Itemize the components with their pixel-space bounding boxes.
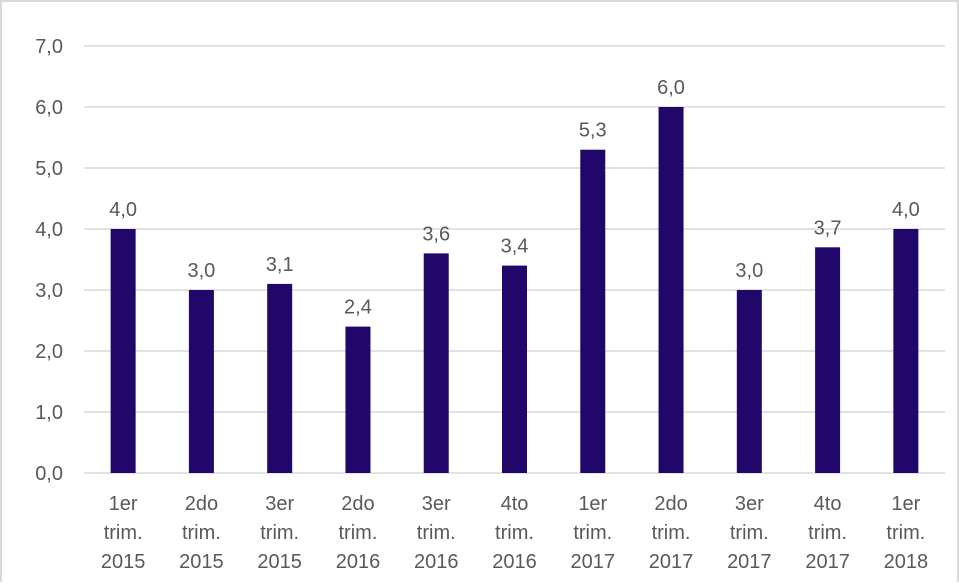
data-label: 3,4 <box>501 236 529 258</box>
x-category-label-line: 3er <box>422 493 451 515</box>
x-category-label-line: 1er <box>578 493 607 515</box>
y-tick-label: 5,0 <box>35 158 63 180</box>
bars <box>110 107 919 473</box>
x-category-label-line: 1er <box>109 493 138 515</box>
x-category-label: 1er trim. 2018 <box>884 493 929 573</box>
x-category-label: 1er trim. 2017 <box>571 493 616 573</box>
x-category-label: 3er trim. 2016 <box>414 493 459 573</box>
data-label: 4,0 <box>892 199 920 221</box>
y-tick-label: 2,0 <box>35 341 63 363</box>
data-label: 3,6 <box>422 223 450 245</box>
bar <box>815 247 841 473</box>
x-category-label-line: trim. <box>730 522 769 544</box>
data-label: 3,0 <box>735 260 763 282</box>
x-category-label: 4to trim. 2017 <box>805 493 850 573</box>
x-category-label: 2do trim. 2016 <box>336 493 381 573</box>
bar <box>423 253 449 473</box>
x-category-label-line: 2015 <box>257 551 302 573</box>
y-tick-label: 1,0 <box>35 402 63 424</box>
bar <box>658 107 684 473</box>
x-category-label-line: 2015 <box>179 551 224 573</box>
bar <box>580 149 606 473</box>
x-category-label-line: 2do <box>654 493 687 515</box>
data-label: 3,1 <box>266 254 294 276</box>
x-category-label-line: 2017 <box>727 551 772 573</box>
x-category-label-line: trim. <box>182 522 221 544</box>
x-category-label-line: trim. <box>573 522 612 544</box>
x-category-label-line: 3er <box>265 493 294 515</box>
x-category-label-line: 2do <box>341 493 374 515</box>
data-label: 3,0 <box>188 260 216 282</box>
x-category-label-line: trim. <box>808 522 847 544</box>
x-category-label-line: trim. <box>495 522 534 544</box>
x-category-label: 2do trim. 2015 <box>179 493 224 573</box>
x-category-label: 1er trim. 2015 <box>101 493 146 573</box>
x-category-label-line: 2017 <box>649 551 694 573</box>
x-axis-category-labels: 1er trim. 2015 2do trim. 2015 3er trim. 2015 2do t… <box>101 493 928 573</box>
x-category-label-line: 3er <box>735 493 764 515</box>
bar <box>736 290 762 473</box>
y-tick-label: 3,0 <box>35 280 63 302</box>
x-category-label-line: 2016 <box>414 551 459 573</box>
x-category-label-line: trim. <box>886 522 925 544</box>
x-category-label: 4to trim. 2016 <box>492 493 537 573</box>
x-category-label-line: 4to <box>501 493 529 515</box>
bar <box>345 326 371 473</box>
x-category-label: 2do trim. 2017 <box>649 493 694 573</box>
x-category-label-line: trim. <box>104 522 143 544</box>
x-category-label-line: 2017 <box>805 551 850 573</box>
x-category-label-line: 4to <box>814 493 842 515</box>
x-category-label-line: trim. <box>339 522 378 544</box>
data-labels: 4,0 3,0 3,1 2,4 3,6 3,4 5,3 6,0 3,0 3,7 4,0 <box>109 77 920 319</box>
data-label: 6,0 <box>657 77 685 99</box>
x-category-label-line: trim. <box>260 522 299 544</box>
y-tick-label: 6,0 <box>35 97 63 119</box>
x-category-label-line: trim. <box>417 522 456 544</box>
bar <box>893 229 919 473</box>
data-label: 3,7 <box>814 217 842 239</box>
bar <box>188 290 214 473</box>
data-label: 5,3 <box>579 120 607 142</box>
y-tick-label: 7,0 <box>35 36 63 58</box>
x-category-label-line: trim. <box>652 522 691 544</box>
x-category-label: 3er trim. 2017 <box>727 493 772 573</box>
y-axis-tick-labels: 0,0 1,0 2,0 3,0 4,0 5,0 6,0 7,0 <box>35 36 63 485</box>
x-category-label-line: 2017 <box>571 551 616 573</box>
x-category-label-line: 1er <box>891 493 920 515</box>
bar <box>267 283 293 473</box>
x-category-label-line: 2015 <box>101 551 146 573</box>
bar <box>110 229 136 473</box>
y-tick-label: 0,0 <box>35 463 63 485</box>
x-category-label-line: 2018 <box>884 551 929 573</box>
x-category-label-line: 2016 <box>492 551 537 573</box>
x-category-label-line: 2do <box>185 493 218 515</box>
data-label: 2,4 <box>344 297 372 319</box>
data-label: 4,0 <box>109 199 137 221</box>
y-tick-label: 4,0 <box>35 219 63 241</box>
bar <box>502 265 527 473</box>
x-category-label: 3er trim. 2015 <box>257 493 302 573</box>
x-category-label-line: 2016 <box>336 551 381 573</box>
